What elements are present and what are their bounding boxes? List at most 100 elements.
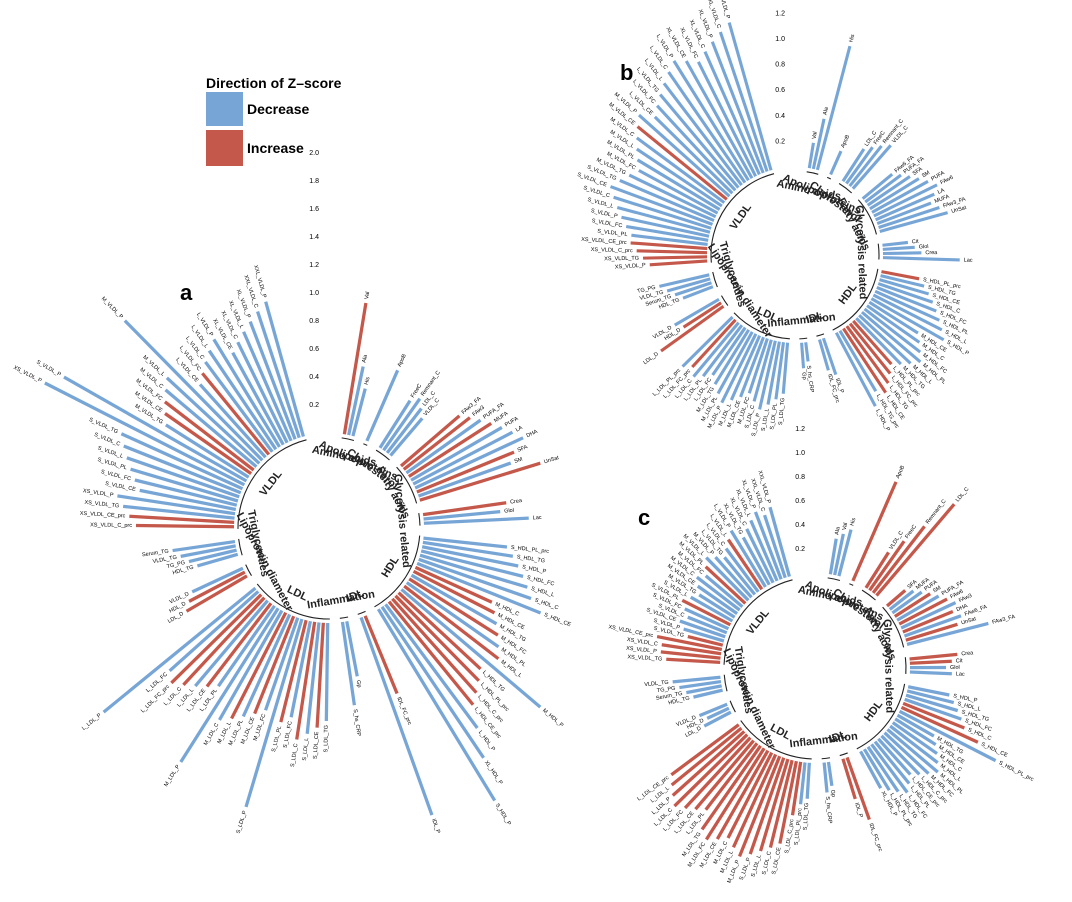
bar-faw3 [402, 416, 471, 471]
category-label: His [364, 376, 372, 385]
bar-xl-hdl-p [380, 605, 485, 759]
bar-s-vldl-tg [619, 179, 715, 222]
category-label: S_LDL_C [290, 743, 300, 768]
bar-apob [365, 369, 400, 442]
bar-pufa-fa [864, 173, 902, 204]
bar-vldl-d [673, 297, 720, 327]
bar-l-vldl-c [724, 547, 760, 593]
bar-s-ldl-p [748, 757, 786, 855]
bar-m-ldl-tg [700, 744, 762, 831]
category-label: S_VLDL_P [590, 208, 618, 220]
bar-m-ldl-pl [241, 613, 292, 718]
group-label: Glycolysis related [853, 205, 869, 300]
category-label: L_LDL_P [81, 712, 103, 731]
bar-l-vldl-ce [653, 115, 734, 195]
category-label: UnSat [961, 616, 978, 626]
bar-s-ldl-tg [805, 762, 811, 799]
bar-xl-vldl-c [703, 51, 761, 176]
bar-l-ldl-fc [683, 736, 752, 810]
bar-l-vldl-l [207, 349, 278, 451]
axis-tick-label: 0.8 [309, 318, 319, 325]
category-label: SFA [912, 166, 924, 177]
bar-s-hs-crp [822, 762, 829, 793]
category-label: S_LDL_P [739, 857, 753, 882]
bar-m-ldl-l [731, 753, 778, 848]
bar-vldl-c [864, 551, 890, 589]
category-label: XS_VLDL_TG [84, 500, 119, 510]
bar-xxl-vldl-p [768, 506, 791, 577]
chart-panel-b: b0.20.40.60.81.01.21.4ValAlaHisAmino aci… [576, 0, 973, 437]
bar-s-hdl-pl-prc [881, 270, 920, 281]
bar-vldl-d [698, 702, 728, 718]
bar-l-ldl-ce-prc [670, 723, 740, 777]
bar-m-hdl-tg [896, 713, 935, 738]
category-label: TG_PG [166, 560, 186, 570]
bar-s-hdl-l [872, 293, 943, 332]
bar-s-vldl-c [123, 444, 242, 495]
category-label: Gp [800, 372, 807, 380]
category-label: XS_VLDL_TG [627, 654, 662, 662]
category-label: Remnant_C [925, 498, 948, 525]
bar-s-ldl-l [305, 622, 321, 735]
group-arc [729, 700, 736, 713]
bar-s-hdl-fc [876, 285, 937, 313]
bar-xs-vldl-p [44, 381, 246, 487]
category-label: Ala [834, 526, 841, 536]
category-label: Crea [961, 650, 974, 657]
bar-ldl-d [185, 574, 248, 613]
bar-l-vldl-p [672, 60, 750, 182]
bar-l-ldl-l [194, 599, 269, 688]
bar-l-hdl-ce [842, 327, 887, 394]
bar-s-hdl-p [907, 685, 950, 697]
group-arc [363, 443, 368, 446]
bar-ala [828, 538, 838, 575]
category-label: VLDL_TG [152, 555, 177, 565]
bar-m-ldl-ce [715, 749, 770, 840]
category-label: UnSat [543, 455, 560, 465]
bar-la [875, 192, 935, 222]
bar-l-ldl-l [670, 726, 743, 787]
bar-s-ldl-fc [289, 620, 312, 718]
bar-gp [800, 342, 806, 369]
bar-l-vldl-p [212, 338, 281, 448]
bar-idl-p [821, 337, 838, 376]
bar-m-hdl-l [403, 584, 500, 661]
bar-m-ldl-c [726, 751, 774, 839]
axis-tick-label: 1.4 [309, 234, 319, 241]
bar-sfa [416, 450, 515, 494]
group-label: Glycolysis related [391, 474, 412, 569]
bar-l-vldl-fc [655, 104, 737, 192]
bar-hdl-tg [693, 688, 723, 699]
group-arc [857, 199, 877, 235]
bar-l-ldl-fc-prc [691, 318, 737, 369]
bar-s-hdl-tg [880, 274, 925, 288]
bar-tg-pg [679, 679, 722, 690]
bar-m-vldl-tg [164, 423, 250, 479]
group-arc [832, 268, 879, 331]
group-arc [245, 564, 252, 576]
bar-xs-vldl-tg [666, 657, 721, 665]
bar-l-ldl-c [673, 733, 749, 808]
bar-faw6-fa [903, 614, 962, 638]
category-label: S_HDL_PL_prc [998, 760, 1035, 783]
bar-m-ldl-tg [713, 329, 750, 386]
category-label: S_LDL_TG [778, 397, 786, 425]
bar-vldl-tg [672, 675, 721, 684]
bar-sfa [885, 589, 907, 608]
bar-faw6 [873, 183, 938, 218]
bar-la [412, 430, 514, 486]
panel-letter: a [180, 280, 193, 305]
category-label: S_HDL_FC [526, 575, 555, 588]
group-arc [856, 683, 906, 750]
bar-m-vldl-fc [638, 169, 719, 215]
category-label: S_VLDL_PL [597, 229, 628, 239]
category-label: S_LDL_FC [283, 721, 294, 749]
bar-xl-vldl-l [749, 519, 779, 582]
bar-unsat [905, 622, 958, 642]
bar-faw6 [898, 597, 948, 626]
bar-lac [909, 670, 952, 676]
bar-xl-vldl-ce [684, 60, 754, 179]
bar-l-ldl-pl [704, 742, 759, 811]
bar-m-vldl-p [714, 556, 753, 599]
bar-m-hdl-fc [883, 731, 930, 775]
